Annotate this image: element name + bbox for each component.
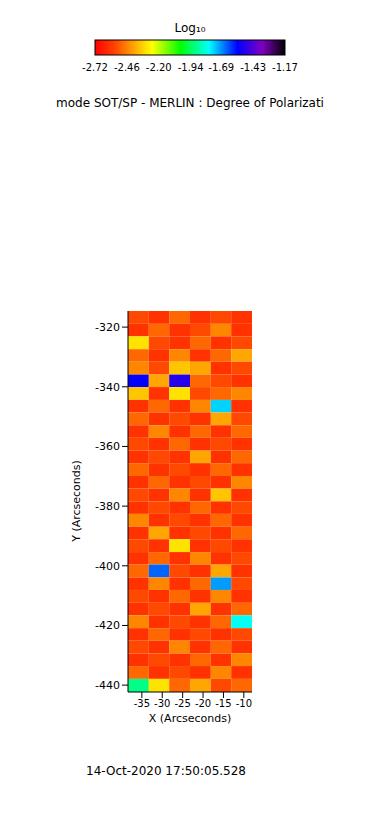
svg-text:-360: -360 — [95, 440, 120, 453]
svg-text:-20: -20 — [195, 698, 211, 709]
svg-text:-400: -400 — [95, 560, 120, 573]
svg-text:Y (Arcseconds): Y (Arcseconds) — [70, 460, 83, 543]
svg-text:-420: -420 — [95, 619, 120, 632]
svg-text:-2.46: -2.46 — [114, 62, 140, 73]
svg-text:-380: -380 — [95, 500, 120, 513]
svg-text:-320: -320 — [95, 321, 120, 334]
svg-text:-2.20: -2.20 — [146, 62, 172, 73]
svg-text:-1.17: -1.17 — [272, 62, 298, 73]
svg-text:-10: -10 — [236, 698, 252, 709]
svg-text:-440: -440 — [95, 679, 120, 692]
svg-text:-1.94: -1.94 — [178, 62, 204, 73]
svg-text:14-Oct-2020 17:50:05.528: 14-Oct-2020 17:50:05.528 — [86, 764, 246, 778]
svg-text:-1.69: -1.69 — [208, 62, 234, 73]
svg-text:-2.72: -2.72 — [82, 62, 108, 73]
svg-text:-1.43: -1.43 — [240, 62, 266, 73]
svg-text:mode SOT/SP - MERLIN : Degree: mode SOT/SP - MERLIN : Degree of Polariz… — [56, 96, 324, 110]
svg-text:-15: -15 — [215, 698, 231, 709]
svg-text:-35: -35 — [134, 698, 150, 709]
svg-text:X (Arcseconds): X (Arcseconds) — [149, 712, 231, 725]
svg-text:-30: -30 — [154, 698, 170, 709]
svg-text:-25: -25 — [174, 698, 190, 709]
svg-text:-340: -340 — [95, 381, 120, 394]
svg-text:Log₁₀: Log₁₀ — [174, 21, 205, 35]
